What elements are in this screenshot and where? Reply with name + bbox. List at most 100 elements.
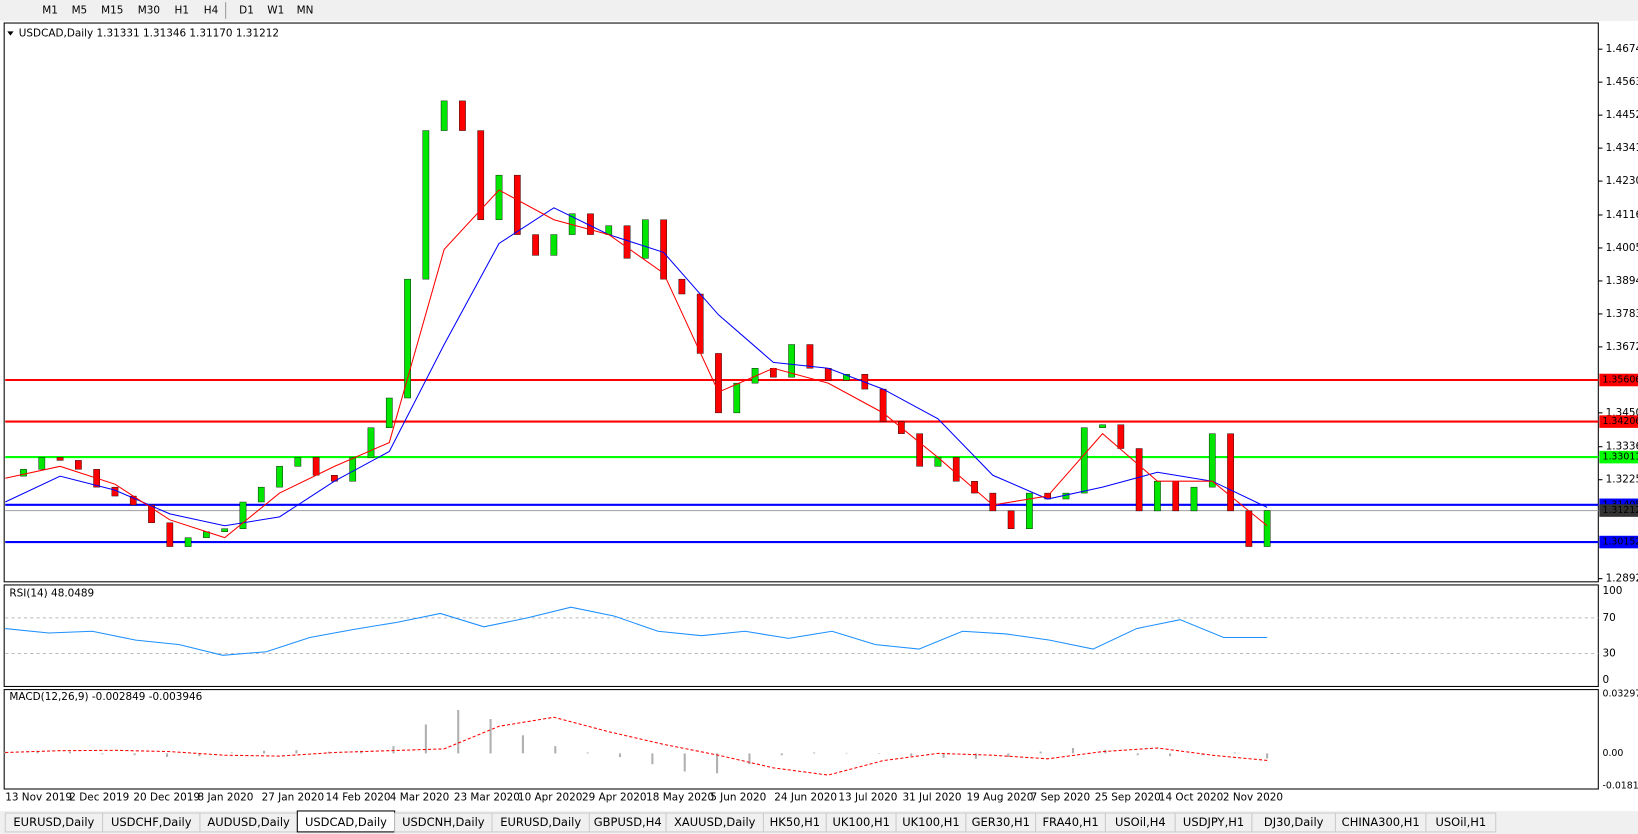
macd-bar [1071, 747, 1075, 754]
tab-label[interactable]: AUDUSD,Daily [207, 815, 290, 829]
macd-bar [683, 753, 686, 772]
candle [550, 234, 558, 256]
rsi-panel [3, 584, 1599, 687]
candle [1007, 510, 1015, 529]
header-arrow [7, 31, 14, 36]
macd-bar [489, 719, 492, 754]
timeframe-button[interactable]: M30 [138, 4, 160, 16]
y-tick-label: 1.44520 [1606, 109, 1638, 121]
candle [312, 457, 320, 476]
candle [824, 368, 832, 381]
timeframe-button[interactable]: H4 [204, 4, 219, 16]
timeframe-button[interactable]: M1 [42, 4, 58, 16]
macd-bar [877, 753, 880, 754]
tab-label[interactable]: FRA40,H1 [1042, 815, 1098, 829]
tab-label[interactable]: USDCAD,Daily [305, 815, 387, 829]
tab-label[interactable]: GER30,H1 [972, 815, 1030, 829]
tab-label[interactable]: GBPUSD,H4 [594, 815, 662, 829]
macd-bar [910, 753, 913, 757]
date-label: 7 Sep 2020 [1031, 791, 1090, 803]
timeframe-button[interactable]: D1 [239, 4, 254, 16]
y-tick-label: 1.32250 [1606, 474, 1638, 486]
rsi-line [5, 606, 1268, 656]
candle [20, 469, 27, 477]
tab-label[interactable]: UK100,H1 [902, 815, 959, 829]
date-label: 14 Oct 2020 [1159, 791, 1223, 803]
timeframe-button[interactable]: M15 [101, 4, 123, 16]
level-label: 1.33011 [1602, 452, 1638, 463]
ma-slow [5, 207, 1268, 527]
tab-label[interactable]: CHINA300,H1 [1342, 815, 1420, 829]
candle [696, 293, 704, 354]
date-label: 13 Nov 2019 [5, 791, 72, 803]
candle [1190, 486, 1198, 512]
timeframe-button[interactable]: H1 [175, 4, 189, 16]
candle [1080, 427, 1088, 494]
date-label: 2 Nov 2020 [1223, 791, 1283, 803]
price-panel [3, 22, 1599, 583]
candle [916, 433, 924, 467]
macd-bar [1233, 752, 1236, 754]
rsi-tick-label: 30 [1602, 648, 1615, 660]
tab-label[interactable]: USOil,H4 [1115, 815, 1166, 829]
candle [1099, 424, 1106, 428]
candle [532, 234, 539, 256]
candle [294, 457, 302, 467]
candle [166, 522, 174, 547]
macd-bar [457, 710, 460, 754]
date-label: 14 Feb 2020 [326, 791, 391, 803]
level-tag [1599, 450, 1638, 464]
date-label: 18 May 2020 [646, 791, 714, 803]
candle [367, 427, 375, 458]
candle [257, 486, 265, 503]
macd-bar [845, 752, 848, 754]
date-label: 25 Sep 2020 [1095, 791, 1161, 803]
timeframe-button[interactable]: MN [297, 4, 314, 16]
candle [404, 278, 411, 399]
macd-tick-label: -0.01815 [1602, 781, 1638, 792]
macd-signal [5, 716, 1268, 776]
tab[interactable] [1425, 812, 1497, 833]
level-label: 1.34206 [1602, 416, 1638, 427]
tab-label[interactable]: EURUSD,Daily [500, 815, 581, 829]
tab-label[interactable]: UK100,H1 [832, 815, 889, 829]
date-label: 2 Dec 2019 [69, 791, 129, 803]
y-tick-label: 1.46740 [1606, 43, 1638, 55]
date-label: 23 Mar 2020 [454, 791, 520, 803]
candle [806, 344, 814, 369]
tab-label[interactable]: DJ30,Daily [1264, 815, 1324, 829]
macd-bar [586, 752, 589, 754]
candle [1227, 433, 1234, 512]
macd-bar [424, 724, 427, 754]
level-label: 1.30152 [1602, 537, 1638, 548]
macd-bar [1007, 753, 1010, 758]
macd-bar [230, 752, 233, 754]
tab-label[interactable]: USOil,H1 [1435, 815, 1486, 829]
level-tag [1599, 415, 1638, 428]
candle [221, 528, 229, 532]
timeframe-button[interactable]: W1 [267, 4, 284, 16]
toolbar [0, 0, 1638, 21]
ma-fast [5, 189, 1268, 539]
candle [148, 504, 155, 524]
candle [1117, 424, 1125, 449]
tab-label[interactable]: EURUSD,Daily [13, 815, 94, 829]
macd-bar [1039, 751, 1042, 754]
tab-label[interactable]: HK50,H1 [770, 815, 820, 829]
candle [733, 382, 741, 414]
candle [513, 174, 521, 235]
tab-label[interactable]: USDJPY,H1 [1183, 815, 1244, 829]
macd-bar [716, 753, 719, 774]
y-tick-label: 1.33360 [1606, 441, 1638, 453]
macd-bar [36, 750, 39, 754]
candle [843, 374, 850, 381]
candle [1172, 480, 1180, 512]
macd-bar [748, 753, 751, 765]
macd-panel [3, 689, 1599, 790]
tab-label[interactable]: USDCNH,Daily [402, 815, 485, 829]
candle [75, 460, 82, 470]
tab-label[interactable]: XAUUSD,Daily [674, 815, 756, 829]
tab-label[interactable]: USDCHF,Daily [111, 815, 192, 829]
timeframe-button[interactable]: M5 [72, 4, 88, 16]
